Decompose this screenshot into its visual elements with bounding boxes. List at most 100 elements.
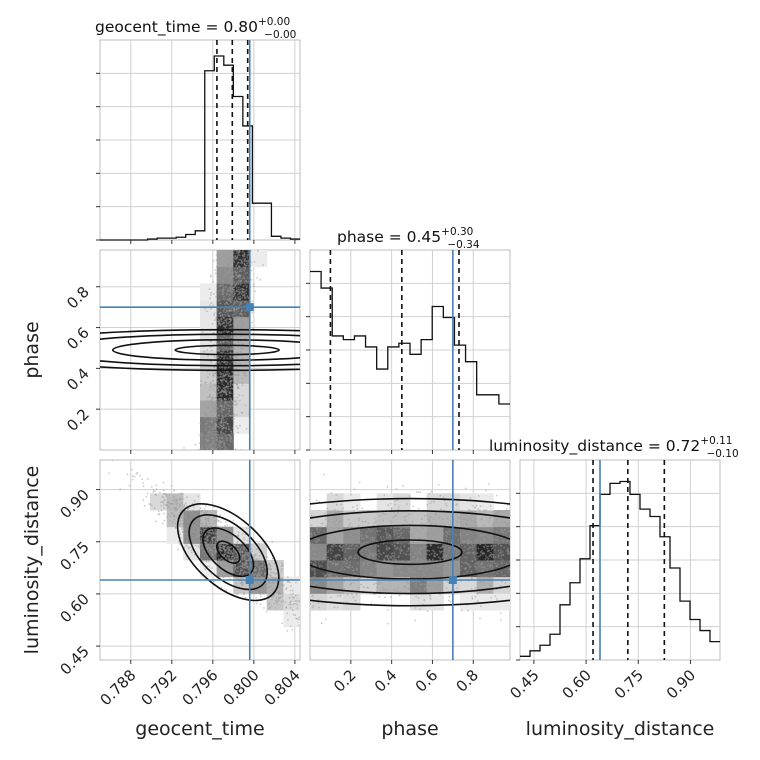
sample-point — [227, 564, 230, 567]
sample-point — [199, 507, 202, 510]
sample-point — [190, 530, 193, 533]
sample-point — [221, 314, 224, 317]
sample-point — [445, 504, 448, 507]
sample-point — [292, 592, 295, 595]
sample-point — [218, 386, 220, 388]
sample-point — [308, 607, 310, 609]
sample-point — [335, 520, 337, 522]
sample-point — [466, 570, 469, 573]
sample-point — [205, 522, 208, 524]
sample-point — [312, 563, 315, 566]
sample-point — [243, 536, 246, 539]
sample-point — [244, 312, 246, 315]
contour-level-2 — [100, 333, 300, 367]
sample-point — [256, 277, 259, 279]
sample-point — [449, 600, 452, 603]
sample-point — [504, 532, 507, 534]
sample-point — [349, 561, 351, 564]
sample-point — [214, 525, 217, 528]
sample-point — [307, 620, 309, 622]
sample-point — [239, 274, 242, 277]
sample-point — [223, 273, 226, 276]
sample-point — [224, 545, 227, 548]
sample-point — [335, 503, 338, 506]
sample-point — [389, 538, 392, 541]
sample-point — [219, 322, 222, 325]
sample-point — [231, 383, 234, 386]
sample-point — [242, 285, 245, 287]
sample-point — [209, 548, 212, 551]
sample-point — [173, 515, 176, 517]
sample-point — [365, 553, 368, 556]
sample-point — [206, 536, 209, 539]
sample-point — [181, 528, 183, 530]
sample-point — [334, 523, 337, 526]
sample-point — [336, 606, 339, 609]
sample-point — [373, 536, 376, 539]
sample-point — [239, 340, 242, 343]
sample-point — [229, 434, 231, 437]
sample-point — [289, 589, 292, 592]
sample-point — [448, 530, 451, 533]
sample-point — [365, 541, 368, 544]
sample-point — [386, 534, 389, 537]
sample-point — [500, 545, 503, 547]
sample-point — [435, 523, 438, 526]
sample-point — [212, 426, 214, 428]
sample-point — [221, 383, 224, 385]
sample-point — [479, 617, 481, 620]
sample-point — [160, 504, 163, 507]
sample-point — [310, 532, 312, 535]
sample-point — [224, 401, 227, 404]
sample-point — [237, 362, 240, 365]
sample-point — [207, 560, 210, 563]
sample-point — [430, 536, 432, 538]
sample-point — [329, 592, 331, 594]
sample-point — [119, 488, 122, 490]
sample-point — [487, 520, 490, 523]
sample-point — [227, 299, 230, 302]
sample-point — [246, 552, 249, 554]
sample-point — [335, 575, 338, 578]
sample-point — [442, 555, 445, 557]
sample-point — [364, 560, 367, 563]
sample-point — [206, 420, 209, 422]
sample-point — [256, 559, 259, 562]
sample-point — [500, 554, 503, 557]
sample-point — [218, 445, 221, 448]
sample-point — [229, 266, 232, 269]
sample-point — [228, 269, 231, 272]
sample-point — [225, 257, 228, 260]
sample-point — [224, 380, 227, 383]
sample-point — [225, 437, 228, 440]
sample-point — [223, 366, 226, 369]
sample-point — [231, 316, 234, 319]
sample-point — [234, 566, 236, 569]
sample-point — [235, 273, 238, 276]
sample-point — [321, 565, 323, 567]
sample-point — [277, 591, 280, 594]
sample-point — [292, 603, 295, 606]
sample-point — [210, 540, 212, 543]
sample-point — [356, 528, 359, 531]
sample-point — [224, 398, 227, 401]
sample-point — [237, 310, 239, 313]
sample-point — [503, 521, 506, 524]
sample-point — [233, 563, 236, 566]
sample-point — [206, 349, 209, 351]
sample-point — [220, 533, 223, 535]
sample-point — [329, 542, 332, 545]
sample-point — [290, 585, 292, 587]
xtick-label-luminosity_distance-1: 0.60 — [559, 666, 595, 702]
sample-point — [400, 573, 403, 576]
sample-point — [450, 530, 453, 533]
sample-point — [247, 261, 250, 264]
sample-point — [272, 588, 275, 590]
sample-point — [204, 505, 207, 507]
sample-point — [445, 556, 447, 559]
sample-point — [431, 558, 434, 561]
sample-point — [227, 271, 230, 274]
sample-point — [215, 432, 217, 435]
sample-point — [197, 528, 200, 531]
sample-point — [227, 387, 229, 390]
